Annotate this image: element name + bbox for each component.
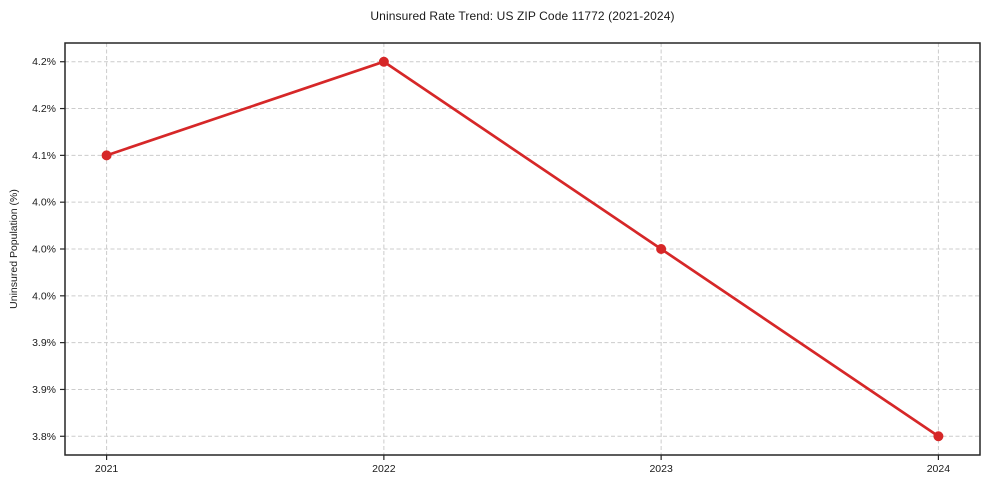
data-point: [378, 56, 389, 67]
y-tick-label: 4.0%: [32, 290, 56, 302]
x-tick-label: 2021: [95, 463, 119, 475]
data-point: [933, 431, 944, 442]
y-tick-label: 4.1%: [32, 150, 56, 162]
y-tick-label: 4.2%: [32, 103, 56, 115]
plot-frame: [64, 42, 981, 456]
y-tick-label: 4.2%: [32, 56, 56, 68]
x-tick-label: 2024: [927, 463, 951, 475]
x-tick-label: 2022: [372, 463, 396, 475]
y-tick-label: 4.0%: [32, 244, 56, 256]
x-tick-label: 2023: [649, 463, 673, 475]
data-point: [101, 150, 112, 161]
chart-title: Uninsured Rate Trend: US ZIP Code 11772 …: [370, 9, 675, 23]
trend-line: [105, 60, 940, 438]
y-tick-label: 3.9%: [32, 384, 56, 396]
y-tick-label: 4.0%: [32, 197, 56, 209]
data-point: [656, 244, 667, 254]
y-tick-label: 3.9%: [32, 337, 56, 349]
y-tick-label: 3.8%: [32, 431, 56, 443]
